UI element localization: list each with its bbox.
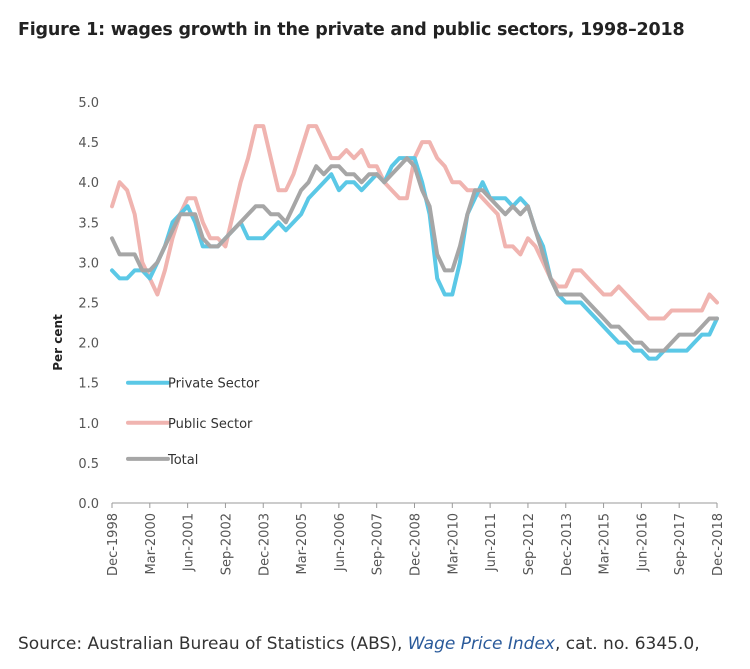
x-tick-label: Jun-2001 — [182, 513, 197, 572]
line-chart: 0.0 0.5 1.0 1.5 2.0 2.5 3.0 3.5 4.0 4.5 5.0 Per ce… — [51, 96, 726, 576]
source-link[interactable]: Wage Price Index — [407, 634, 555, 654]
x-tick-label: Jun-2006 — [333, 513, 348, 572]
x-tick-label: Mar-2000 — [144, 513, 159, 574]
x-tick-label: Dec-2003 — [257, 513, 272, 576]
x-tick-label: Jun-2011 — [484, 513, 499, 572]
y-tick-label: 2.0 — [78, 337, 99, 352]
y-tick-label: 3.0 — [78, 256, 99, 271]
figure-title: Figure 1: wages growth in the private an… — [18, 20, 685, 40]
x-tick-label: Mar-2005 — [295, 513, 310, 574]
y-axis: 0.0 0.5 1.0 1.5 2.0 2.5 3.0 3.5 4.0 4.5 5.0 — [78, 96, 99, 512]
x-tick-label: Mar-2010 — [446, 513, 461, 574]
x-tick-label: Sep-2012 — [522, 513, 537, 575]
y-tick-label: 0.0 — [78, 497, 99, 512]
x-tick-label: Mar-2015 — [598, 513, 613, 574]
y-tick-label: 1.0 — [78, 417, 99, 432]
legend-label: Public Sector — [168, 417, 253, 432]
series-line-total — [110, 156, 719, 353]
y-tick-label: 3.5 — [78, 216, 99, 231]
x-tick-label: Sep-2017 — [673, 513, 688, 575]
x-tick-label: Sep-2002 — [219, 513, 234, 575]
y-tick-label: 5.0 — [78, 96, 99, 111]
series-lines — [110, 124, 719, 361]
x-tick-label: Dec-2018 — [711, 513, 726, 576]
series-line-public-sector — [110, 124, 719, 321]
x-axis: Dec-1998 Mar-2000 Jun-2001 Sep-2002 Dec-2003… — [106, 502, 726, 576]
y-tick-label: 2.5 — [78, 297, 99, 312]
y-tick-label: 0.5 — [78, 457, 99, 472]
y-tick-label: 4.0 — [78, 176, 99, 191]
y-tick-label: 1.5 — [78, 377, 99, 392]
legend-label: Total — [167, 453, 198, 468]
y-axis-title: Per cent — [51, 314, 65, 371]
y-tick-label: 4.5 — [78, 136, 99, 151]
source-prefix: Source: Australian Bureau of Statistics … — [18, 634, 408, 654]
x-tick-label: Dec-1998 — [106, 513, 121, 576]
x-tick-label: Sep-2007 — [371, 513, 386, 575]
x-tick-label: Dec-2008 — [409, 513, 424, 576]
source-note: Source: Australian Bureau of Statistics … — [18, 634, 700, 654]
legend: Private Sector Public Sector Total — [126, 377, 260, 468]
series-line-private-sector — [110, 156, 719, 361]
x-tick-label: Jun-2016 — [635, 513, 650, 572]
x-tick-label: Dec-2013 — [560, 513, 575, 576]
legend-label: Private Sector — [168, 377, 260, 392]
source-suffix: , cat. no. 6345.0, — [555, 634, 700, 654]
